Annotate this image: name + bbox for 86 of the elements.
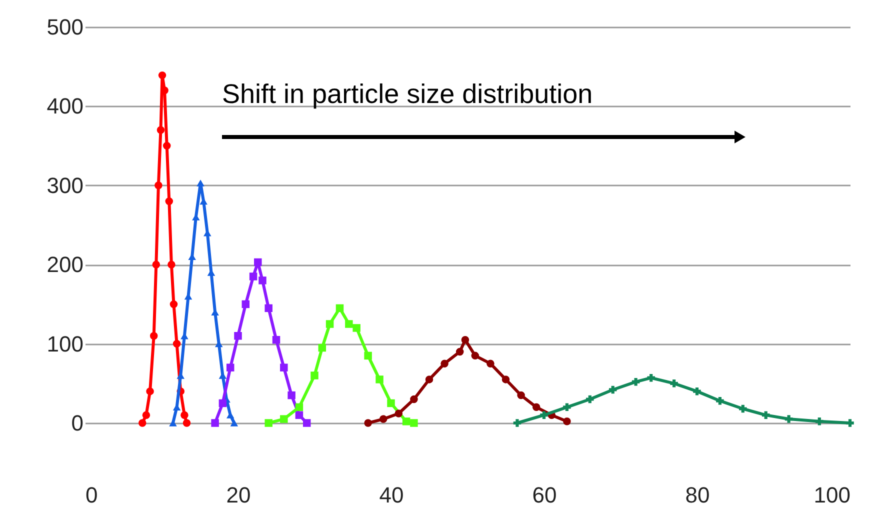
point [513,419,522,427]
x-tick-label: 40 [379,482,404,508]
point [180,411,188,419]
point [162,142,171,150]
point [310,372,318,380]
point [716,396,724,405]
point [234,332,242,340]
point [165,197,174,206]
point [647,374,655,382]
point [318,344,326,352]
point [816,418,824,426]
y-tick-label: 300 [46,172,84,198]
point [326,320,334,328]
point [249,272,258,280]
point [172,340,181,348]
point [425,376,434,384]
point [387,399,395,408]
point [471,352,480,360]
point [410,419,418,427]
point [739,404,747,413]
point [264,419,272,427]
point [295,403,304,412]
point [336,304,344,312]
point [170,300,178,308]
point [142,411,150,419]
point [196,180,204,186]
point [376,376,384,384]
point [784,415,793,423]
point [563,403,571,412]
point [461,336,470,344]
point [440,360,448,368]
point [379,415,388,423]
point [152,260,160,268]
point [532,403,540,412]
point [693,387,701,396]
point [563,418,571,426]
point [211,419,219,427]
point [288,391,296,400]
point [218,399,227,408]
y-tick-label: 400 [46,94,84,119]
point [156,126,165,134]
point [846,419,854,427]
point [540,411,548,419]
x-tick-label: 20 [226,482,251,508]
point [302,419,311,427]
y-tick-label: 500 [46,14,84,40]
point [486,360,494,368]
point [280,364,288,372]
point [608,386,617,394]
point [168,260,176,268]
point [226,364,234,372]
point [394,410,403,418]
point [517,391,525,400]
point [146,387,154,396]
point [158,71,166,80]
point [364,352,372,360]
y-tick-label: 0 [71,410,84,436]
annotation: Shift in particle size distribution [222,79,593,109]
point [150,332,158,340]
point [632,378,640,386]
point [242,300,250,308]
point [670,380,678,388]
point [295,411,304,419]
point [586,395,594,404]
point [402,418,410,426]
point [254,258,262,266]
y-tick-label: 100 [46,331,84,356]
point [258,276,266,284]
point [345,320,353,328]
point [410,395,418,404]
point [456,348,464,356]
point [502,376,510,384]
y-tick-label: 200 [46,252,84,278]
point [280,415,288,423]
point [352,324,360,332]
x-tick-label: 100 [814,482,850,508]
x-tick-label: 80 [685,482,710,508]
x-tick-label: 60 [532,482,557,508]
point [762,411,770,419]
point [272,336,280,344]
point [182,419,191,427]
point [230,420,238,426]
point [364,419,372,427]
point [138,419,146,427]
point [264,304,272,312]
point [154,182,162,190]
